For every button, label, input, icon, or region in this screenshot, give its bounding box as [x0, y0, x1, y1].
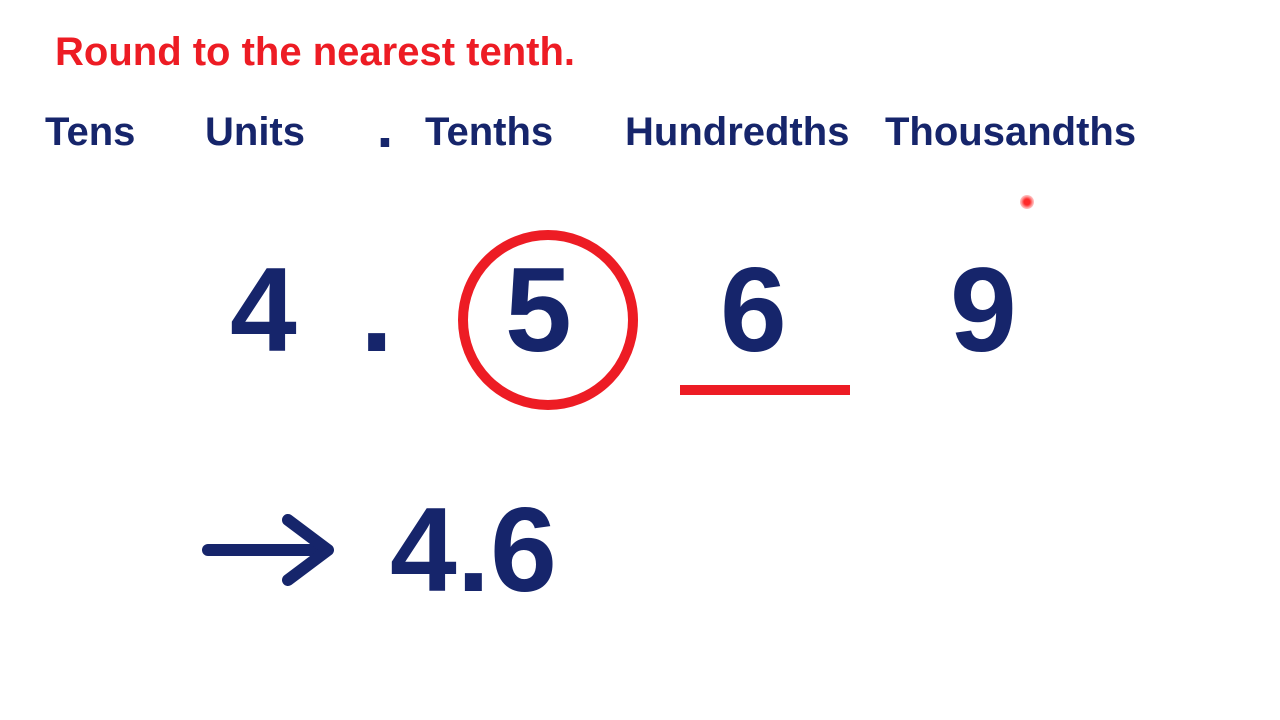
digit-units: 4 [230, 250, 297, 370]
answer-row: 4.6 [200, 490, 557, 610]
rounded-answer: 4.6 [390, 490, 557, 610]
circle-highlight-icon [458, 230, 638, 410]
label-tens: Tens [45, 110, 205, 155]
digit-thousandths: 9 [950, 250, 1017, 370]
number-row: 4 . 5 6 9 [0, 220, 1280, 400]
laser-pointer-icon [1020, 195, 1034, 209]
label-thousandths: Thousandths [885, 110, 1165, 155]
digit-hundredths: 6 [720, 250, 787, 370]
label-tenths: Tenths [415, 110, 625, 155]
arrow-right-icon [200, 500, 340, 600]
label-units: Units [205, 110, 355, 155]
underline-highlight-icon [680, 385, 850, 395]
digit-decimal: . [360, 250, 393, 370]
slide-container: Round to the nearest tenth. Tens Units .… [0, 0, 1280, 720]
instruction-title: Round to the nearest tenth. [55, 30, 575, 75]
place-value-labels: Tens Units . Tenths Hundredths Thousandt… [45, 110, 1235, 155]
label-hundredths: Hundredths [625, 110, 885, 155]
